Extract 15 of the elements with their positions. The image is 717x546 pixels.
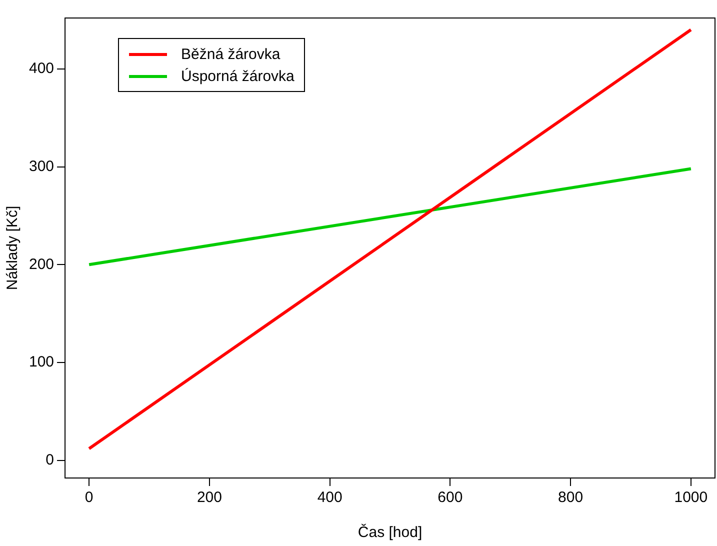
legend-label: Běžná žárovka	[181, 46, 280, 62]
x-tick-label: 400	[317, 489, 342, 506]
y-tick-label: 100	[28, 354, 54, 371]
x-tick-label: 200	[196, 489, 222, 506]
y-tick-label: 400	[28, 60, 54, 78]
x-axis-title: Čas [hod]	[358, 523, 422, 542]
y-tick-label: 0	[46, 452, 54, 469]
x-tick-label: 0	[84, 489, 94, 506]
y-axis-title: Náklady [Kč]	[4, 206, 22, 290]
x-tick-label: 1000	[674, 489, 708, 506]
x-tick-label: 800	[558, 489, 584, 506]
y-tick-label: 200	[28, 256, 54, 273]
y-tick-label: 300	[28, 158, 54, 175]
legend-label: Úsporná žárovka	[181, 68, 294, 84]
x-tick-label: 600	[438, 489, 463, 506]
